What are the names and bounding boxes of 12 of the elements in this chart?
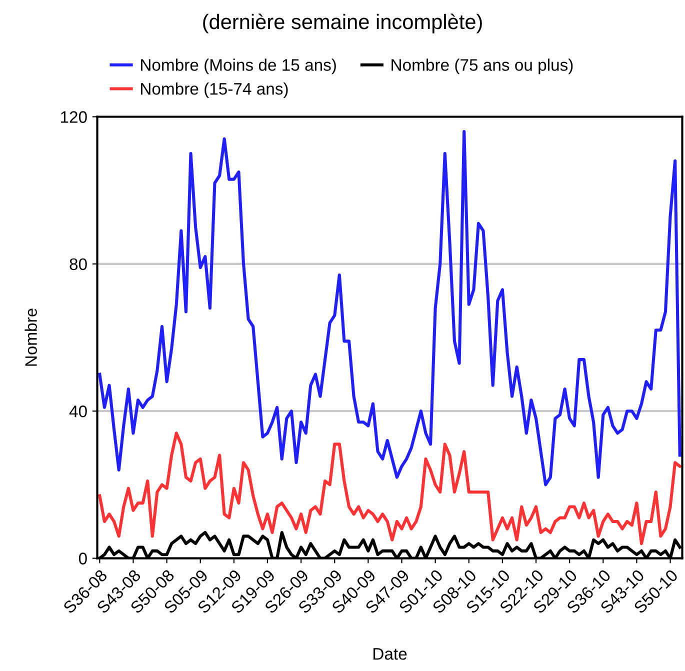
line-series <box>98 432 682 546</box>
x-axis-title: Date <box>374 648 407 660</box>
line-series <box>98 130 682 486</box>
y-tick-label: 0 <box>78 552 87 564</box>
chart-title: (dernière semaine incomplète) <box>203 14 482 34</box>
y-tick-label: 40 <box>69 406 87 418</box>
y-axis-title: Nombre <box>24 308 38 366</box>
y-tick-label: 80 <box>70 258 87 270</box>
legend-label: Nombre (15-74 ans) <box>141 82 288 98</box>
legend-label: Nombre (75 ans ou plus) <box>392 58 573 74</box>
y-tick-label: 120 <box>61 111 87 123</box>
legend-label: Nombre (Moins de 15 ans) <box>141 58 336 74</box>
